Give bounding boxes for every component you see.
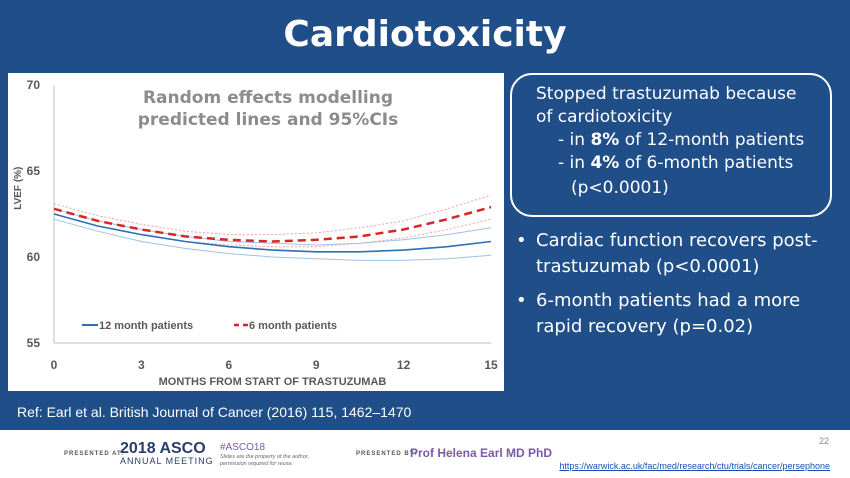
presented-at-label: PRESENTED AT: xyxy=(64,451,125,457)
bullet-item: • 6-month patients had a more rapid recov… xyxy=(514,288,834,340)
y-tick-label: 65 xyxy=(27,164,41,178)
slide-background: Cardiotoxicity 55 60 65 70 0 3 6 9 12 15 MONTHS FR… xyxy=(0,0,850,430)
callout-item-6-percent: 4% xyxy=(590,153,620,173)
lvef-chart: 55 60 65 70 0 3 6 9 12 15 MONTHS FROM START OF TRA… xyxy=(13,78,498,388)
callout-item-12-month: - in 8% of 12-month patients xyxy=(536,129,830,152)
ci-upper-line xyxy=(53,194,492,236)
callout-item-12-percent: 8% xyxy=(590,130,620,150)
callout-item-6-suffix: of 6-month patients xyxy=(619,153,794,173)
x-tick-label: 9 xyxy=(313,358,320,372)
slide-title: Cardiotoxicity xyxy=(283,14,567,55)
chart-panel: 55 60 65 70 0 3 6 9 12 15 MONTHS FROM START OF TRA… xyxy=(8,73,504,391)
bullet-dot-icon: • xyxy=(516,290,527,311)
x-tick-label: 6 xyxy=(225,358,232,372)
callout-item-6-month: - in 4% of 6-month patients xyxy=(536,152,830,175)
callout-item-6-prefix: - in xyxy=(558,153,591,173)
callout-line-2: of cardiotoxicity xyxy=(536,107,673,127)
ci-upper-line xyxy=(53,208,492,246)
x-tick-label: 12 xyxy=(397,358,411,372)
y-tick-label: 55 xyxy=(27,336,41,350)
asco-year: 2018 ASCO xyxy=(120,440,206,457)
x-tick-label: 0 xyxy=(51,358,58,372)
page-number: 22 xyxy=(819,436,830,446)
series-line xyxy=(53,213,492,253)
y-tick-label: 60 xyxy=(27,250,41,264)
reference-text: Ref: Earl et al. British Journal of Canc… xyxy=(17,404,412,420)
persephone-link[interactable]: https://warwick.ac.uk/fac/med/research/c… xyxy=(559,461,830,471)
cardiotoxicity-callout-box: Stopped trastuzumab because of cardiotox… xyxy=(510,73,832,217)
chart-title-line: Random effects modelling xyxy=(143,88,393,108)
callout-line-1: Stopped trastuzumab because xyxy=(536,84,797,104)
bullet-list: • Cardiac function recovers post-trastuzu… xyxy=(514,228,834,348)
rights-notice: Slides are the property of the author, p… xyxy=(220,454,309,467)
callout-item-12-suffix: of 12-month patients xyxy=(619,130,805,150)
legend-label-6-month: 6 month patients xyxy=(249,320,337,332)
legend-label-12-month: 12 month patients xyxy=(99,320,193,332)
series-line xyxy=(53,205,492,243)
bullet-dot-icon: • xyxy=(516,230,527,251)
ci-lower-line xyxy=(53,213,492,248)
y-tick-label: 70 xyxy=(27,78,41,92)
presenter-name: Prof Helena Earl MD PhD xyxy=(410,446,553,460)
x-tick-label: 3 xyxy=(138,358,145,372)
presented-by-label: PRESENTED BY: xyxy=(356,451,418,457)
asco-subtitle: ANNUAL MEETING xyxy=(120,456,214,466)
ci-lower-line xyxy=(53,218,492,261)
callout-pvalue: (p<0.0001) xyxy=(571,178,669,198)
bullet-text: Cardiac function recovers post-trastuzum… xyxy=(536,230,818,277)
callout-item-12-prefix: - in xyxy=(558,130,591,150)
asco-logo: 2018 ASCO ANNUAL MEETING xyxy=(120,440,214,466)
chart-title-line: predicted lines and 95%CIs xyxy=(138,110,399,130)
x-tick-label: 15 xyxy=(484,358,498,372)
bullet-text: 6-month patients had a more rapid recove… xyxy=(536,290,801,337)
y-axis-label: LVEF (%) xyxy=(13,167,24,210)
bullet-item: • Cardiac function recovers post-trastuzu… xyxy=(514,228,834,280)
x-axis-label: MONTHS FROM START OF TRASTUZUMAB xyxy=(159,376,387,388)
hashtag: #ASCO18 xyxy=(220,442,266,453)
footer: PRESENTED AT: 2018 ASCO ANNUAL MEETING #… xyxy=(0,430,850,478)
